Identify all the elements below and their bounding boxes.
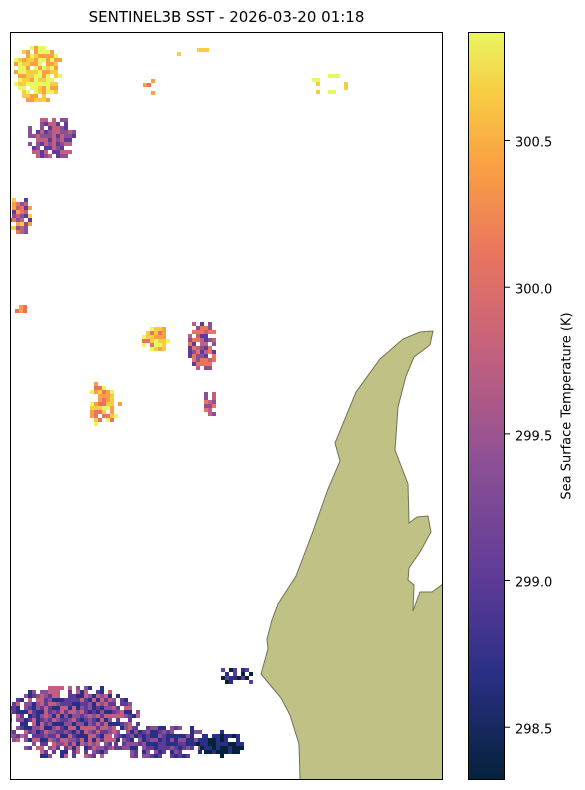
sst-pixel-layer: [10, 46, 348, 758]
sst-patch-west-edge: [10, 198, 32, 234]
colorbar-tick-label-2: 299.0: [515, 575, 553, 591]
colorbar-tick-label-1: 298.5: [515, 722, 553, 738]
map-title: SENTINEL3B SST - 2026-03-20 01:18: [88, 8, 365, 26]
sst-patch-scatter-3: [143, 79, 155, 95]
sst-patch-center: [142, 327, 170, 351]
colorbar-tick-label-3: 299.5: [515, 429, 553, 445]
sst-patch-scatter-2: [312, 74, 348, 94]
sst-patch-scatter-5: [15, 305, 27, 313]
colorbar: [468, 32, 510, 780]
sst-patch-south-dark: [196, 730, 244, 758]
colorbar-tick-label-5: 300.5: [515, 135, 553, 151]
sst-patch-small-purple: [204, 392, 216, 416]
sst-patch-center-east: [188, 322, 216, 370]
map-frame: [10, 32, 443, 780]
sst-patch-south-tail: [114, 726, 210, 758]
sst-patch-northwest: [14, 46, 62, 102]
colorbar-tick-label-4: 300.0: [515, 282, 553, 298]
colorbar-label: Sea Surface Temperature (K): [559, 312, 575, 500]
sst-patch-purple-north: [28, 118, 76, 158]
land-mass: [260, 330, 443, 780]
sst-patch-south-main: [10, 686, 140, 758]
colorbar-gradient: [468, 32, 505, 780]
sst-patch-central-yellow: [90, 382, 122, 426]
sst-patch-scatter-4: [177, 48, 209, 56]
sst-patch-coast-dark: [221, 668, 253, 684]
map-panel: [10, 32, 443, 780]
